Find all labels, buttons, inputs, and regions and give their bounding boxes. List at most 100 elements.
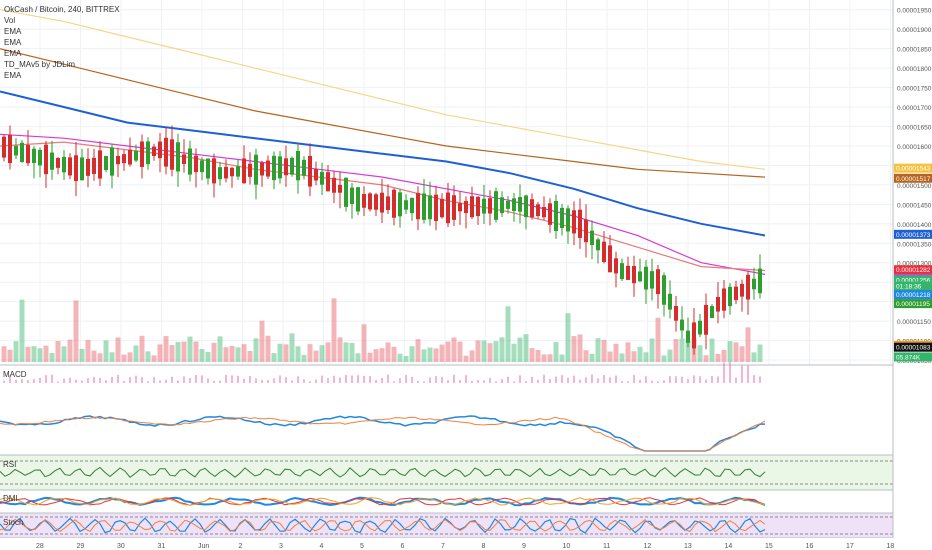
- volume-bar: [307, 344, 313, 362]
- candle-body: [512, 198, 516, 211]
- candle-body: [338, 184, 342, 193]
- volume-bar: [577, 334, 583, 362]
- volume-bar: [355, 353, 361, 362]
- volume-bar: [487, 343, 493, 362]
- candle-body: [194, 155, 198, 173]
- volume-bar: [553, 342, 559, 362]
- candle-body: [56, 157, 60, 168]
- volume-bar: [91, 350, 97, 362]
- volume-bar: [397, 353, 403, 362]
- volume-bar: [583, 350, 589, 362]
- price-tag-bg: [894, 229, 932, 239]
- candle-body: [596, 239, 600, 251]
- candle-body: [476, 196, 480, 217]
- overlay-ema-2[interactable]: EMA: [4, 38, 22, 47]
- volume-bar: [667, 349, 673, 362]
- candle-body: [110, 147, 114, 176]
- x-tick-label: 7: [441, 543, 445, 550]
- x-tick-label: 3: [279, 543, 283, 550]
- volume-bar: [631, 351, 637, 362]
- x-tick-label: 14: [725, 543, 733, 550]
- overlay-td-mav5[interactable]: TD_MAv5 by JDLim: [4, 60, 75, 69]
- dmi-label[interactable]: DMI: [3, 494, 18, 503]
- x-tick-label: 30: [117, 543, 125, 550]
- price-tag-label: 0.00001282: [896, 267, 931, 274]
- volume-bar: [625, 342, 631, 362]
- rsi-label[interactable]: RSI: [3, 460, 17, 469]
- candle-body: [104, 156, 108, 170]
- candle-body: [500, 197, 504, 214]
- candle-body: [410, 197, 414, 214]
- y-tick-label: 0.00001450: [897, 202, 932, 209]
- volume-bar: [451, 337, 457, 362]
- price-tag-bg: [894, 299, 932, 309]
- candle-body: [134, 150, 138, 161]
- volume-bars: [1, 298, 763, 362]
- price-tag-bg: [894, 265, 932, 275]
- volume-bar: [127, 352, 133, 362]
- price-tags: 0.00001543 0.00001517 0.00001373 0.00001282…: [894, 163, 932, 362]
- candle-body: [326, 172, 330, 192]
- y-tick-label: 0.00001400: [897, 222, 932, 229]
- volume-bar: [319, 345, 325, 362]
- candle-body: [62, 156, 66, 173]
- volume-bar: [223, 347, 229, 362]
- candle-body: [254, 154, 258, 185]
- volume-bar: [421, 349, 427, 362]
- volume-bar: [661, 355, 667, 362]
- candle-body: [698, 320, 702, 335]
- candle-body: [218, 167, 222, 180]
- overlay-ema-1[interactable]: EMA: [4, 27, 22, 36]
- volume-bar: [7, 349, 13, 362]
- volume-bar: [151, 355, 157, 362]
- candle-body: [20, 142, 24, 162]
- price-tag-bg: [894, 281, 932, 291]
- volume-bar: [613, 343, 619, 362]
- x-tick-label: 28: [36, 543, 44, 550]
- candle-body: [74, 155, 78, 181]
- x-tick-label: 5: [360, 543, 364, 550]
- volume-bar: [703, 355, 709, 362]
- candle-body: [644, 266, 648, 290]
- overlay-ema-4[interactable]: EMA: [4, 71, 22, 80]
- volume-bar: [349, 342, 355, 362]
- candle-body: [164, 137, 168, 167]
- candle-body: [362, 193, 366, 208]
- candle-body: [200, 160, 204, 173]
- dmi-minus: [0, 497, 766, 506]
- dmi-adx: [0, 496, 766, 507]
- candle-body: [656, 269, 660, 295]
- stoch-d: [0, 518, 766, 533]
- price-tag-label: 0.00001543: [896, 166, 931, 173]
- candle-body: [608, 245, 612, 273]
- price-tag-label: 0.00001195: [896, 301, 930, 308]
- volume-bar: [511, 343, 517, 362]
- overlay-vol[interactable]: Vol: [4, 16, 16, 25]
- volume-bar: [19, 299, 25, 362]
- volume-bar: [607, 351, 613, 362]
- price-tag-label: 0.00001256: [896, 277, 931, 284]
- price-tag-label: 0.00001517: [896, 176, 931, 183]
- candle-body: [386, 196, 390, 211]
- y-tick-label: 0.00001050: [897, 358, 932, 365]
- candle-body: [728, 286, 732, 307]
- candle-body: [398, 192, 402, 217]
- volume-bar: [499, 337, 505, 362]
- volume-bar: [79, 348, 85, 362]
- candle-body: [620, 263, 624, 280]
- candle-body: [98, 150, 102, 179]
- volume-bar: [601, 339, 607, 362]
- candle-body: [14, 145, 18, 156]
- volume-bar: [595, 338, 601, 362]
- candle-body: [674, 305, 678, 321]
- volume-bar: [655, 317, 661, 362]
- candle-body: [320, 171, 324, 185]
- volume-bar: [445, 341, 451, 362]
- candle-body: [332, 177, 336, 193]
- macd-label[interactable]: MACD: [3, 370, 27, 379]
- volume-bar: [535, 349, 541, 362]
- candle-body: [740, 283, 744, 297]
- overlay-ema-3[interactable]: EMA: [4, 49, 22, 58]
- stoch-label[interactable]: Stoch: [3, 518, 24, 527]
